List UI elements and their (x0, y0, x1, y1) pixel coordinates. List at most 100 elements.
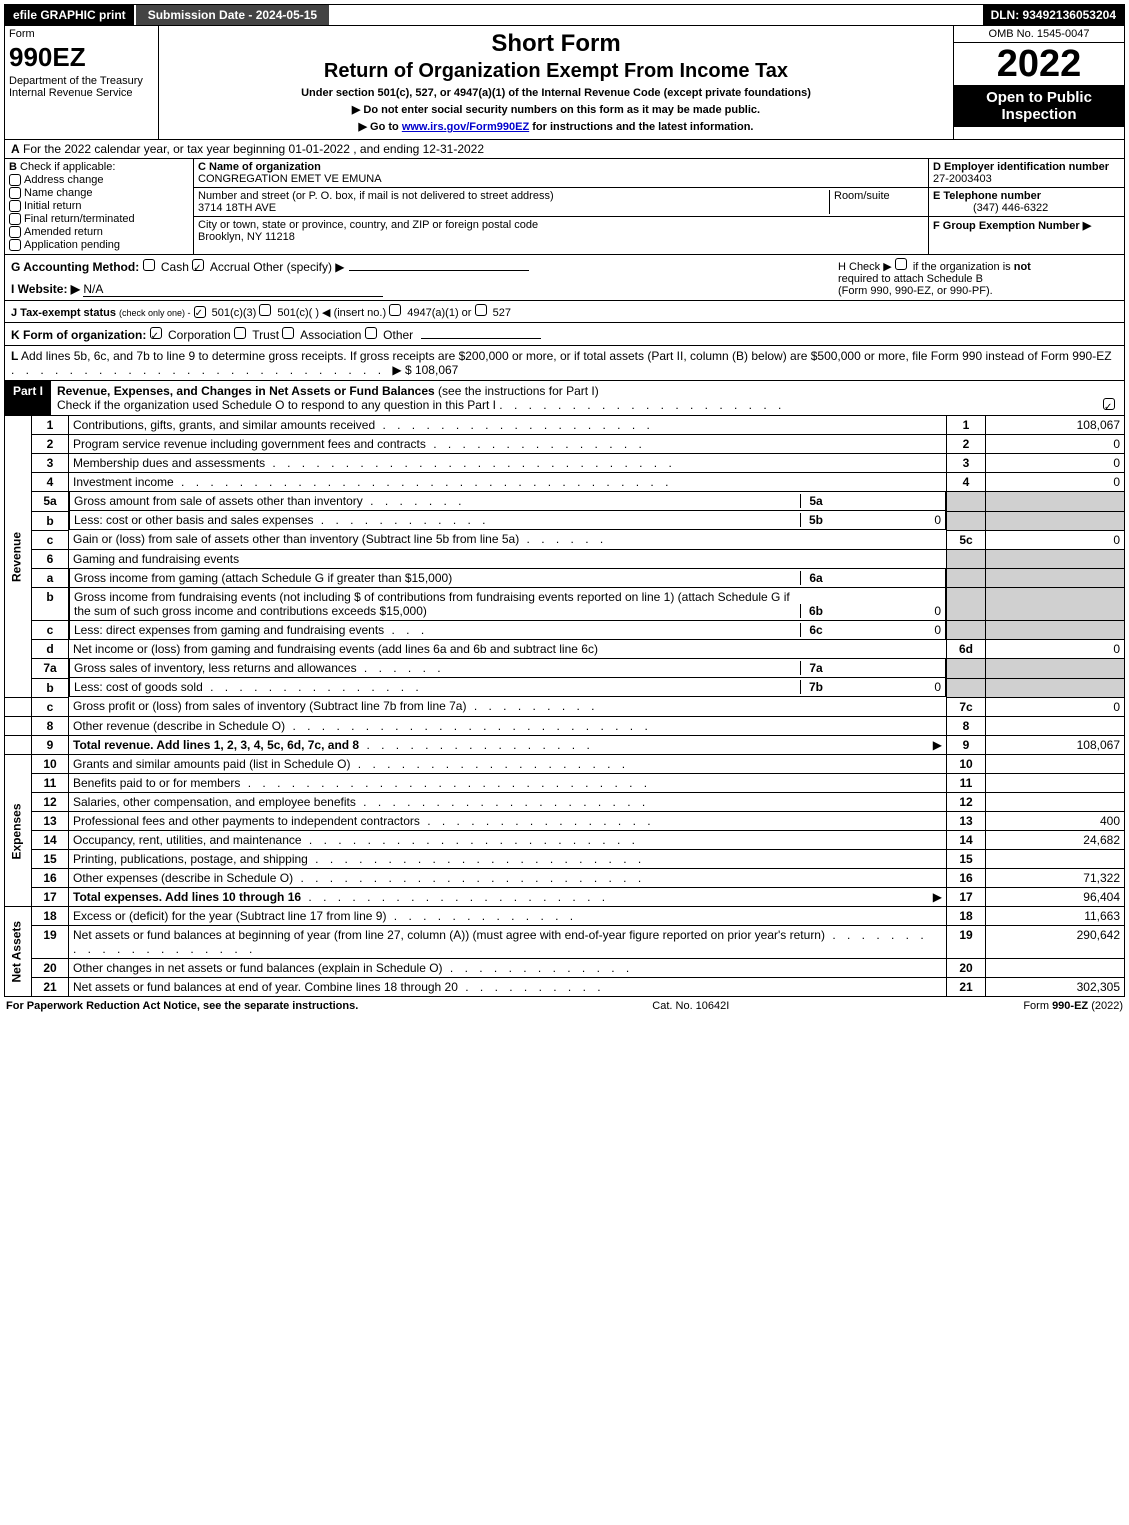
line-6a: aGross income from gaming (attach Schedu… (5, 568, 1125, 588)
tel: (347) 446-6322 (933, 202, 1048, 214)
check-application-pending[interactable]: Application pending (9, 239, 189, 251)
check-address-change[interactable]: Address change (9, 174, 189, 186)
line-18: Net Assets 18Excess or (deficit) for the… (5, 907, 1125, 926)
col-d: D Employer identification number 27-2003… (928, 159, 1124, 254)
checkbox-icon[interactable] (282, 327, 294, 339)
checkbox-icon[interactable] (143, 259, 155, 271)
label-b: B (9, 161, 17, 173)
irs-link[interactable]: www.irs.gov/Form990EZ (402, 121, 529, 133)
sub3: ▶ Go to www.irs.gov/Form990EZ for instru… (167, 120, 945, 133)
checkbox-icon[interactable] (150, 327, 162, 339)
sub3-post: for instructions and the latest informat… (529, 121, 753, 133)
city: Brooklyn, NY 11218 (198, 231, 295, 243)
check-name-change[interactable]: Name change (9, 187, 189, 199)
omb-number: OMB No. 1545-0047 (954, 26, 1124, 43)
street-row: Number and street (or P. O. box, if mail… (194, 188, 928, 217)
ein-label: D Employer identification number (933, 161, 1109, 173)
group-exemption-row: F Group Exemption Number ▶ (929, 217, 1124, 234)
check-amended-return[interactable]: Amended return (9, 226, 189, 238)
line-5b: bLess: cost or other basis and sales exp… (5, 511, 1125, 530)
line-7c: cGross profit or (loss) from sales of in… (5, 697, 1125, 716)
sub2: ▶ Do not enter social security numbers o… (167, 103, 945, 116)
group-label: F Group Exemption Number ▶ (933, 220, 1091, 232)
line-4: 4Investment income . . . . . . . . . . .… (5, 473, 1125, 492)
check-if-applicable: Check if applicable: (20, 161, 115, 173)
label-j: J Tax-exempt status (11, 307, 116, 319)
expenses-table: Expenses 10Grants and similar amounts pa… (4, 755, 1125, 907)
form-word: Form (9, 28, 154, 40)
line-7b: bLess: cost of goods sold . . . . . . . … (5, 678, 1125, 697)
row-g-h: G Accounting Method: Cash Accrual Other … (4, 255, 1125, 301)
line-6c: cLess: direct expenses from gaming and f… (5, 621, 1125, 640)
efile-label: efile GRAPHIC print (5, 5, 136, 25)
part-i-label: Part I (5, 381, 51, 415)
checkbox-icon (9, 226, 21, 238)
line-6d: dNet income or (loss) from gaming and fu… (5, 640, 1125, 659)
checkbox-icon (9, 213, 21, 225)
l-amount: $ 108,067 (405, 363, 458, 377)
checkbox-icon[interactable] (895, 258, 907, 270)
label-a: A (11, 142, 20, 156)
line-15: 15Printing, publications, postage, and s… (5, 849, 1125, 868)
check-initial-return[interactable]: Initial return (9, 200, 189, 212)
line-17: 17Total expenses. Add lines 10 through 1… (5, 887, 1125, 906)
header-center: Short Form Return of Organization Exempt… (159, 26, 953, 139)
checkbox-icon (9, 187, 21, 199)
check-final-return[interactable]: Final return/terminated (9, 213, 189, 225)
footer-left: For Paperwork Reduction Act Notice, see … (6, 1000, 358, 1012)
line-14: 14Occupancy, rent, utilities, and mainte… (5, 830, 1125, 849)
checkbox-icon[interactable] (194, 306, 206, 318)
checkbox-icon[interactable] (475, 304, 487, 316)
line-2: 2Program service revenue including gover… (5, 435, 1125, 454)
tel-label: E Telephone number (933, 190, 1041, 202)
header-left: Form 990EZ Department of the Treasury In… (5, 26, 159, 139)
checkbox-icon[interactable] (259, 304, 271, 316)
row-i: I Website: ▶ N/A (11, 282, 838, 297)
sub1: Under section 501(c), 527, or 4947(a)(1)… (167, 87, 945, 99)
street: 3714 18TH AVE (198, 202, 276, 214)
header-right: OMB No. 1545-0047 2022 Open to Public In… (953, 26, 1124, 139)
dept-treasury: Department of the Treasury (9, 75, 154, 87)
form-header: Form 990EZ Department of the Treasury In… (4, 26, 1125, 140)
checkbox-icon[interactable] (365, 327, 377, 339)
checkbox-icon[interactable] (192, 259, 204, 271)
dln: DLN: 93492136053204 (983, 5, 1124, 25)
checkbox-icon[interactable] (1103, 398, 1115, 410)
tel-row: E Telephone number (347) 446-6322 (929, 188, 1124, 217)
line-13: 13Professional fees and other payments t… (5, 811, 1125, 830)
dots: . . . . . . . . . . . . . . . . . . . . … (11, 363, 392, 377)
line-11: 11Benefits paid to or for members . . . … (5, 773, 1125, 792)
checkbox-icon[interactable] (389, 304, 401, 316)
line-8: 8Other revenue (describe in Schedule O) … (5, 716, 1125, 735)
website-value: N/A (83, 282, 383, 297)
line-1: Revenue 1Contributions, gifts, grants, a… (5, 416, 1125, 435)
org-name-label: C Name of organization (198, 161, 321, 173)
line-5a: 5aGross amount from sale of assets other… (5, 492, 1125, 512)
other-specify-blank (349, 258, 529, 271)
label-k: K Form of organization: (11, 328, 146, 342)
street-label: Number and street (or P. O. box, if mail… (198, 190, 554, 202)
footer: For Paperwork Reduction Act Notice, see … (4, 997, 1125, 1015)
line-10: Expenses 10Grants and similar amounts pa… (5, 755, 1125, 774)
line-5c: cGain or (loss) from sale of assets othe… (5, 530, 1125, 549)
ein-row: D Employer identification number 27-2003… (929, 159, 1124, 188)
line-21: 21Net assets or fund balances at end of … (5, 977, 1125, 996)
footer-right: Form 990-EZ (2022) (1023, 1000, 1123, 1012)
form-number: 990EZ (9, 42, 154, 73)
line-7a: 7aGross sales of inventory, less returns… (5, 659, 1125, 679)
org-name-row: C Name of organization CONGREGATION EMET… (194, 159, 928, 188)
label-g: G Accounting Method: (11, 260, 139, 274)
part-i-title: Revenue, Expenses, and Changes in Net As… (57, 384, 435, 398)
row-h: H Check ▶ if the organization is not req… (838, 258, 1118, 297)
line-20: 20Other changes in net assets or fund ba… (5, 958, 1125, 977)
line-19: 19Net assets or fund balances at beginni… (5, 925, 1125, 958)
l-text: Add lines 5b, 6c, and 7b to line 9 to de… (21, 349, 1112, 363)
open-to-public: Open to Public Inspection (954, 85, 1124, 127)
row-a: A For the 2022 calendar year, or tax yea… (4, 140, 1125, 159)
checkbox-icon[interactable] (234, 327, 246, 339)
revenue-table: Revenue 1Contributions, gifts, grants, a… (4, 416, 1125, 755)
line-6b: bGross income from fundraising events (n… (5, 588, 1125, 621)
other-org-blank (421, 326, 541, 339)
part-i-header: Part I Revenue, Expenses, and Changes in… (4, 381, 1125, 416)
line-16: 16Other expenses (describe in Schedule O… (5, 868, 1125, 887)
